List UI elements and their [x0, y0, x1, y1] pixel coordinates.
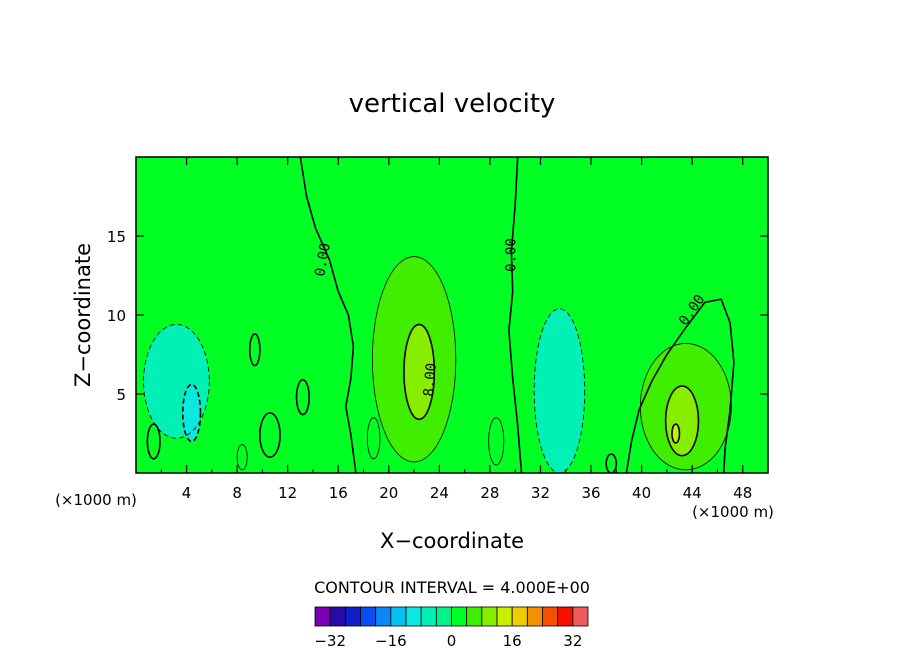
colorbar-swatch	[511, 606, 528, 627]
x-tick-label: 44	[683, 484, 702, 502]
contour-line	[366, 417, 381, 460]
x-tick-label: 32	[531, 484, 550, 502]
colorbar-swatch	[466, 606, 483, 627]
contour-label: 8.00	[421, 362, 440, 397]
x-tick-label: 12	[278, 484, 297, 502]
x-tick-label: 28	[480, 484, 499, 502]
x-tick-label: 40	[632, 484, 651, 502]
contour-line	[248, 333, 261, 367]
colorbar-swatch	[375, 606, 392, 627]
colorbar-swatch	[390, 606, 407, 627]
contour-line	[403, 323, 436, 421]
x-tick-label: 24	[430, 484, 449, 502]
x-tick-label: 20	[379, 484, 398, 502]
contour-line	[533, 308, 586, 473]
colorbar-tick-label: 32	[563, 632, 582, 650]
field-region	[671, 424, 680, 443]
contour-line	[625, 298, 735, 473]
x-unit-label-left: (×1000 m)	[55, 491, 137, 509]
colorbar-tick-label: −16	[375, 632, 407, 650]
colorbar-swatch	[557, 606, 574, 627]
x-unit-label-right: (×1000 m)	[692, 503, 774, 521]
contour-interval-label: CONTOUR INTERVAL = 4.000E+00	[314, 578, 590, 597]
colorbar-swatch	[329, 606, 346, 627]
colorbar-tick-label: −32	[314, 632, 346, 650]
colorbar-swatch	[405, 606, 422, 627]
colorbar-swatch	[344, 606, 361, 627]
contour-line	[236, 444, 248, 471]
contour-line	[146, 423, 161, 460]
contour-line	[508, 157, 523, 473]
contour-line	[259, 412, 281, 458]
x-axis-label: X−coordinate	[380, 529, 524, 553]
field-region	[237, 444, 248, 470]
x-tick-label: 16	[329, 484, 348, 502]
x-tick-label: 4	[182, 484, 192, 502]
y-axis-label: Z−coordinate	[71, 243, 95, 387]
colorbar-swatch	[496, 606, 513, 627]
y-tick-label: 15	[107, 228, 126, 246]
contour-line	[371, 256, 457, 463]
colorbar-swatch	[314, 606, 331, 627]
colorbar-tick-label: 0	[447, 632, 457, 650]
field-region	[367, 417, 380, 459]
x-tick-label: 8	[232, 484, 242, 502]
field-region	[403, 324, 435, 420]
contour-line	[299, 157, 357, 473]
y-tick-label: 5	[116, 386, 126, 404]
field-region	[488, 417, 504, 466]
contour-line	[488, 417, 505, 466]
colorbar-swatch	[481, 606, 498, 627]
colorbar-swatch	[420, 606, 437, 627]
contour-label: 0.00	[503, 238, 519, 272]
contour-line	[143, 324, 210, 439]
colorbar-swatch	[360, 606, 377, 627]
colorbar	[314, 606, 589, 627]
colorbar-swatch	[572, 606, 589, 627]
x-tick-label: 36	[581, 484, 600, 502]
colorbar-tick-label: 16	[503, 632, 522, 650]
contour-line	[295, 378, 310, 416]
colorbar-swatch	[435, 606, 452, 627]
contour-line	[181, 383, 202, 443]
colorbar-swatch	[542, 606, 559, 627]
contour-line	[664, 385, 700, 457]
contour-label: 0.00	[312, 242, 334, 278]
x-tick-label: 48	[733, 484, 752, 502]
chart-title: vertical velocity	[349, 89, 556, 119]
y-tick-label: 10	[107, 307, 126, 325]
contour-line	[671, 423, 681, 444]
colorbar-swatch	[451, 606, 468, 627]
colorbar-swatch	[526, 606, 543, 627]
plot-area: 0.00 0.000.008.00	[135, 156, 769, 474]
field-region	[534, 308, 585, 473]
